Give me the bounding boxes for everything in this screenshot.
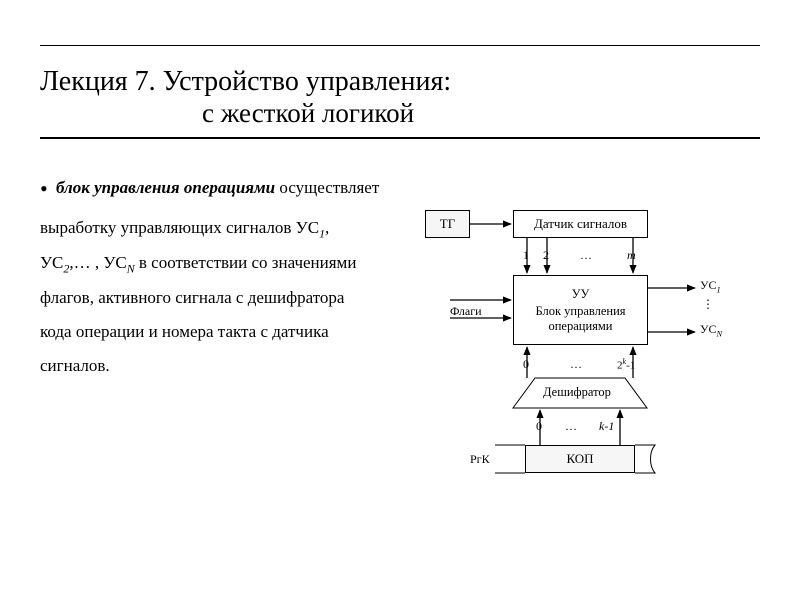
label-usN: УСN xyxy=(700,322,722,338)
label-vdots: ⋮ xyxy=(702,301,714,308)
label-2: 2 xyxy=(543,248,549,263)
us1-sub: 1 xyxy=(717,285,721,294)
label-k-1: k-1 xyxy=(599,419,614,434)
label-m: m xyxy=(627,248,636,263)
sub-N: N xyxy=(127,262,135,276)
label-rgk: РгК xyxy=(470,452,490,467)
label-1: 1 xyxy=(523,248,529,263)
block-diagram: ТГ Датчик сигналов УУ Блок управления оп… xyxy=(395,200,765,520)
pow-m1: -1 xyxy=(626,360,635,372)
label-flags: Флаги xyxy=(450,304,482,319)
label-dots-top: … xyxy=(580,248,592,263)
page-title-line2: с жесткой логикой xyxy=(40,98,760,129)
label-us1: УС1 xyxy=(700,278,721,294)
label-zero-bot: 0 xyxy=(536,419,542,434)
seq-ell: ,… , УС xyxy=(69,253,126,272)
top-rule-thin xyxy=(40,45,760,46)
usN-txt: УС xyxy=(700,322,717,336)
bold-term: блок управления операциями xyxy=(56,178,275,197)
body-paragraph: • блок управления операциями осуществляе… xyxy=(40,167,380,383)
bullet-icon: • xyxy=(40,167,48,211)
label-zero-mid: 0 xyxy=(523,357,529,372)
label-2k1: 2k-1 xyxy=(617,357,635,372)
label-dots-mid: … xyxy=(570,357,582,372)
usN-sub: N xyxy=(717,329,723,338)
us1-txt: УС xyxy=(700,278,717,292)
page-title-line1: Лекция 7. Устройство управления: xyxy=(40,66,760,98)
label-dots-bot: … xyxy=(565,419,577,434)
title-rule-thick xyxy=(40,137,760,139)
